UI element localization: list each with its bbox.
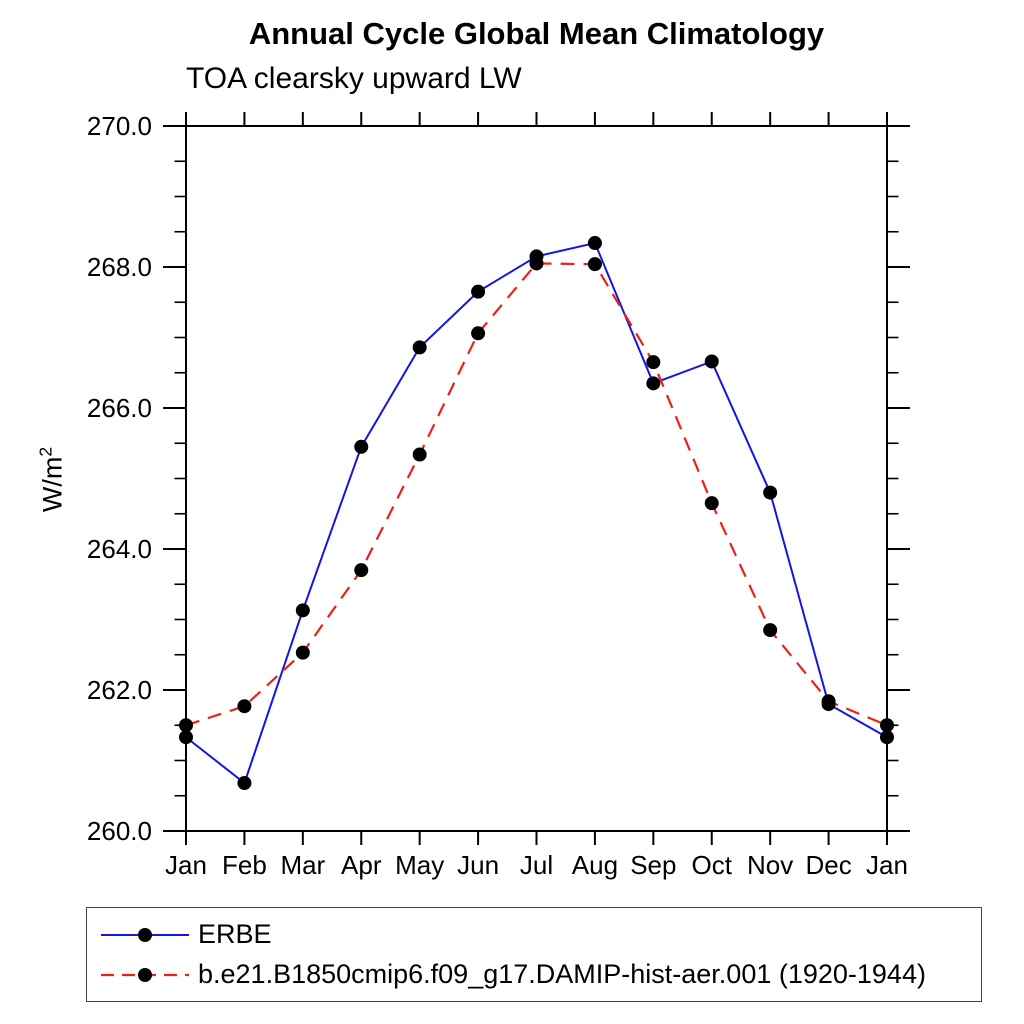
legend: ERBE b.e21.B1850cmip6.f09_g17.DAMIP-hist…	[86, 907, 982, 1002]
data-point-marker-model	[763, 623, 778, 638]
data-point-marker-erbe	[295, 603, 310, 618]
x-tick-label: Jul	[520, 850, 553, 880]
data-point-marker-erbe	[179, 730, 193, 745]
legend-row-model: b.e21.B1850cmip6.f09_g17.DAMIP-hist-aer.…	[99, 958, 981, 992]
data-point-marker-erbe	[646, 376, 661, 391]
data-point-marker-erbe	[880, 730, 894, 745]
data-point-marker-erbe	[704, 354, 719, 369]
legend-line-erbe-icon	[101, 927, 189, 942]
data-point-marker-model	[587, 257, 602, 272]
y-tick-label: 268.0	[87, 252, 152, 282]
data-point-marker-model	[646, 355, 661, 370]
data-point-marker-model	[880, 718, 894, 733]
data-point-marker-model	[821, 694, 836, 709]
data-point-marker-model	[412, 447, 427, 462]
y-tick-label: 260.0	[87, 816, 152, 846]
legend-line-model-icon	[101, 967, 189, 982]
x-tick-label: Sep	[630, 850, 676, 880]
data-point-marker-erbe	[354, 439, 369, 454]
x-tick-label: Aug	[572, 850, 618, 880]
y-tick-label: 264.0	[87, 534, 152, 564]
x-tick-label: Jan	[866, 850, 908, 880]
data-point-marker-erbe	[763, 485, 778, 500]
x-tick-label: May	[395, 850, 444, 880]
x-tick-label: Apr	[341, 850, 382, 880]
series-line-model	[185, 262, 888, 727]
series-line-erbe	[185, 241, 888, 785]
x-tick-label: Oct	[692, 850, 733, 880]
data-point-marker-model	[295, 645, 310, 660]
data-point-marker-erbe	[412, 340, 427, 355]
data-point-marker-model	[471, 326, 486, 341]
data-point-marker-erbe	[587, 236, 602, 251]
x-tick-label: Dec	[805, 850, 851, 880]
data-point-marker-model	[354, 563, 369, 578]
x-tick-label: Jan	[165, 850, 207, 880]
data-point-marker-model	[704, 496, 719, 511]
x-tick-label: Mar	[280, 850, 325, 880]
plot-frame	[185, 125, 888, 832]
x-tick-label: Feb	[222, 850, 267, 880]
y-tick-label: 262.0	[87, 675, 152, 705]
data-point-marker-model	[179, 718, 193, 733]
data-point-marker-model	[529, 256, 544, 271]
y-tick-label: 270.0	[87, 111, 152, 141]
x-tick-label: Nov	[747, 850, 793, 880]
chart-subtitle: TOA clearsky upward LW	[186, 62, 522, 95]
data-point-marker-erbe	[237, 776, 252, 791]
legend-row-erbe: ERBE	[99, 918, 981, 952]
x-tick-label: Jun	[457, 850, 499, 880]
legend-label-model: b.e21.B1850cmip6.f09_g17.DAMIP-hist-aer.…	[198, 959, 926, 989]
data-point-marker-erbe	[471, 284, 486, 299]
y-tick-label: 266.0	[87, 393, 152, 423]
plot-svg: Jan Feb Mar Apr May Jun Jul Aug Sep Oct Nov Dec Jan 2…	[87, 111, 910, 880]
legend-label-erbe: ERBE	[198, 919, 272, 949]
chart-title: Annual Cycle Global Mean Climatology	[248, 16, 825, 51]
data-point-marker-model	[237, 699, 252, 714]
